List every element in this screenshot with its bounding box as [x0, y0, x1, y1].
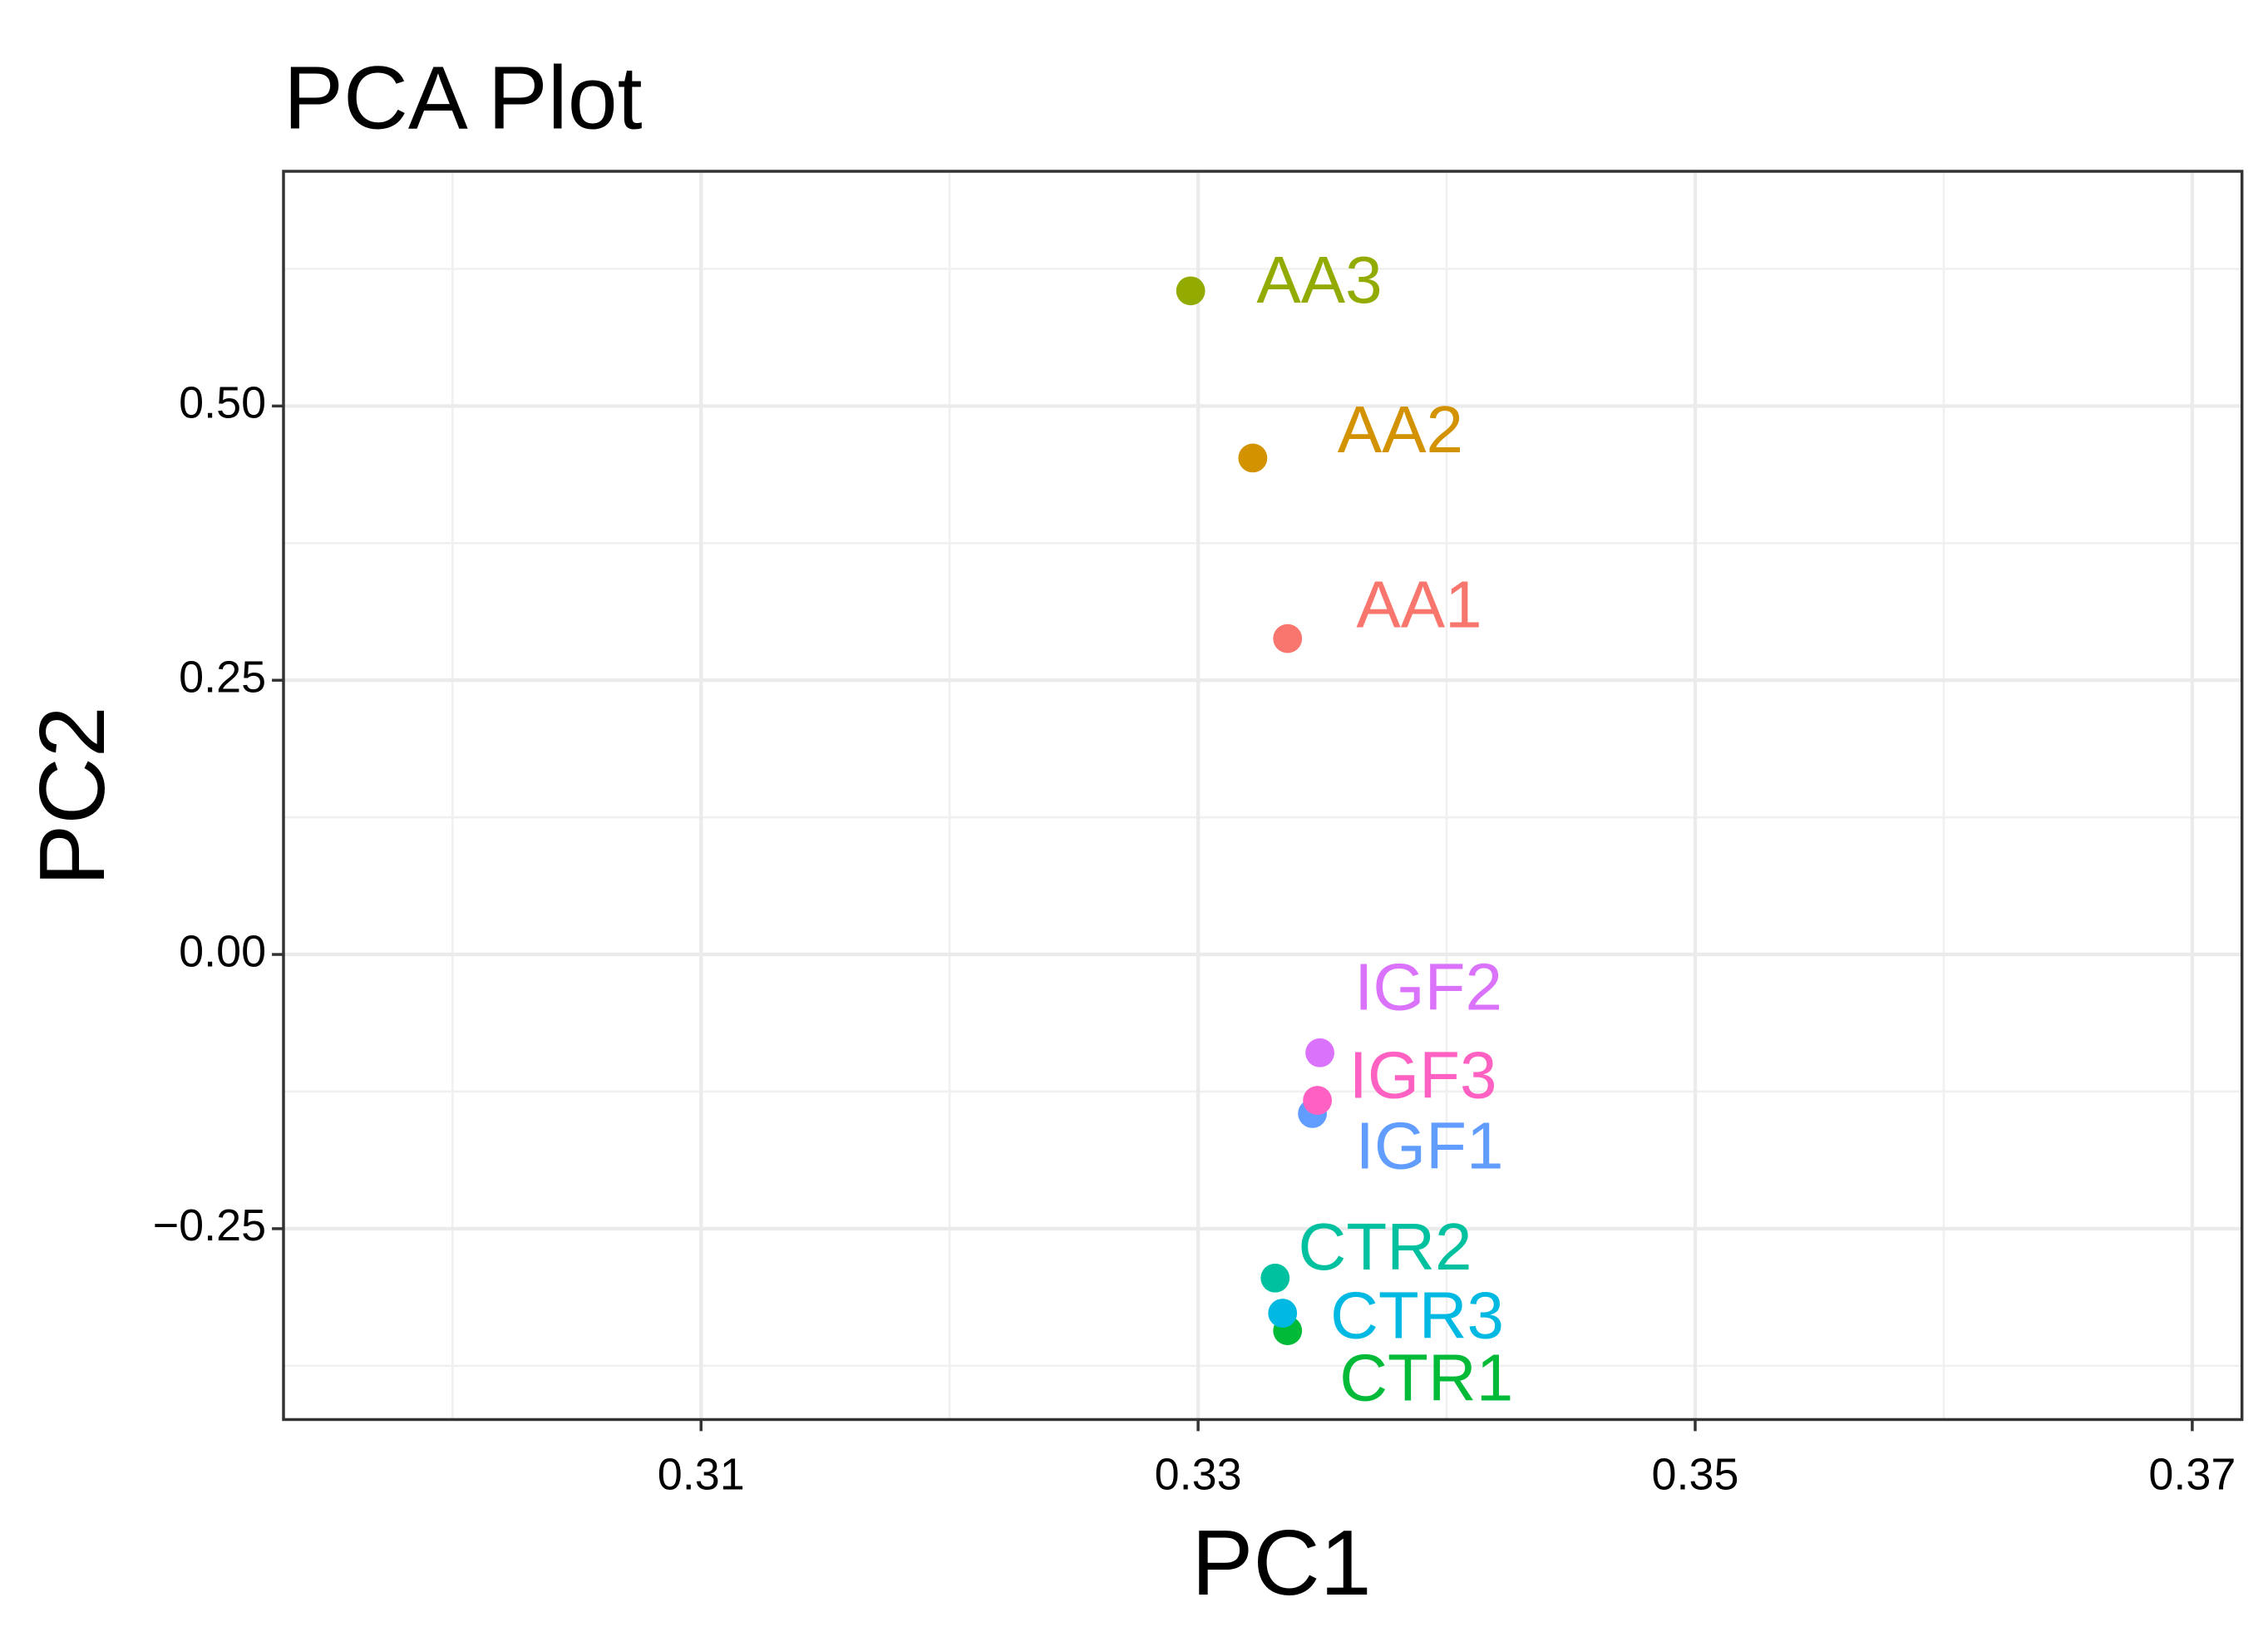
x-tick-label: 0.31 — [658, 1449, 745, 1499]
point — [1238, 443, 1268, 473]
y-tick-label: 0.00 — [179, 926, 266, 976]
point-label: CTR1 — [1339, 1340, 1513, 1414]
point-label: AA3 — [1256, 243, 1382, 317]
point-label: IGF2 — [1354, 949, 1502, 1023]
point — [1268, 1299, 1298, 1328]
x-axis-label: PC1 — [1191, 1511, 1372, 1615]
point-label: IGF3 — [1349, 1038, 1497, 1112]
point-label: IGF1 — [1356, 1109, 1504, 1183]
chart-title: PCA Plot — [284, 47, 643, 147]
point-label: AA2 — [1338, 392, 1463, 466]
point — [1260, 1263, 1290, 1293]
x-tick-label: 0.37 — [2148, 1449, 2236, 1499]
y-tick-label: 0.50 — [179, 378, 266, 428]
point — [1273, 624, 1303, 653]
point-label: CTR2 — [1299, 1210, 1472, 1284]
plot-border — [282, 170, 2244, 1422]
y-axis-label: PC2 — [20, 706, 124, 886]
y-tick-label: 0.25 — [179, 652, 266, 702]
point-label: CTR3 — [1330, 1278, 1504, 1352]
point — [1305, 1038, 1334, 1067]
point — [1176, 276, 1205, 306]
x-tick-label: 0.35 — [1652, 1449, 1739, 1499]
point-label: AA1 — [1356, 567, 1482, 641]
point — [1303, 1086, 1333, 1115]
y-tick-label: −0.25 — [153, 1201, 266, 1250]
x-tick-label: 0.33 — [1155, 1449, 1242, 1499]
